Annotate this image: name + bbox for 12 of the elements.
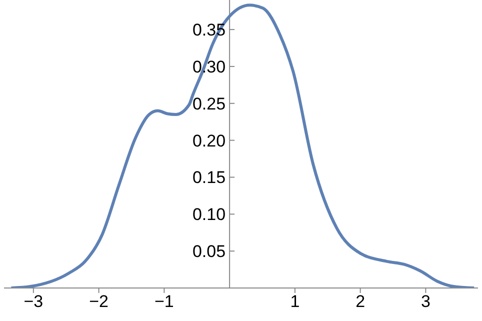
y-tick-label: 0.20 [192, 131, 226, 150]
x-tick-label: 1 [290, 292, 300, 312]
x-tick-label: 2 [356, 292, 366, 312]
line-series [10, 4, 476, 288]
y-tick-label: 0.10 [192, 205, 226, 224]
x-tick-label: −1 [154, 292, 174, 312]
x-tick-label: −2 [89, 292, 108, 312]
y-tick-label: 0.15 [192, 168, 226, 188]
y-tick-label: 0.25 [192, 94, 226, 114]
y-tick-label: 0.05 [192, 242, 226, 262]
x-tick-label: 3 [420, 292, 430, 312]
x-tick-label: −3 [24, 292, 44, 312]
